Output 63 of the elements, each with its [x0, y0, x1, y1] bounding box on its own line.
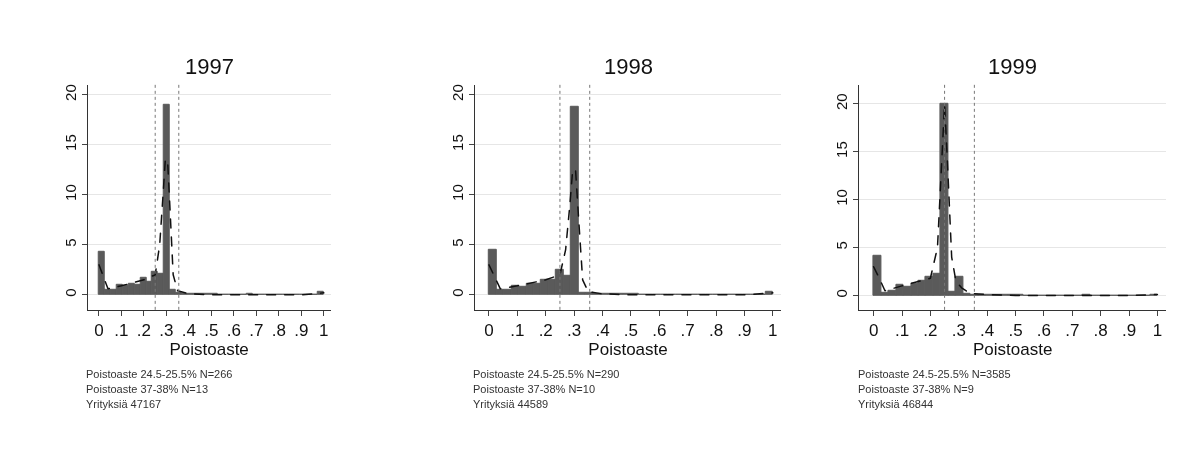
x-tick-label: .7: [680, 321, 695, 341]
y-tick-label: 0: [61, 288, 79, 297]
x-tick-label: 1: [319, 321, 329, 341]
x-tick-label: .9: [737, 321, 752, 341]
x-tick-label: .2: [136, 321, 152, 341]
y-tick-label: 15: [61, 134, 79, 151]
x-tick-label: .6: [1036, 321, 1051, 341]
y-tick-label: 10: [61, 184, 79, 201]
x-tick-label: .5: [1008, 321, 1023, 341]
x-tick-label: .6: [652, 321, 667, 341]
text: Poistoaste 24.5-25.5% N=3585: [858, 368, 1011, 380]
text: Poistoaste 37-38% N=13: [86, 383, 208, 395]
x-axis-title: Poistoaste: [972, 340, 1053, 360]
x-tick-label: .1: [510, 321, 525, 341]
y-tick-label: 10: [833, 189, 851, 206]
x-tick-label: .9: [1121, 321, 1137, 341]
y-tick-label: 20: [833, 93, 851, 111]
x-tick-label: .2: [923, 321, 938, 341]
text: Yrityksiä 46844: [858, 398, 934, 410]
x-tick-label: .1: [894, 321, 910, 341]
text: Yrityksiä 44589: [473, 398, 549, 410]
text: Poistoaste 37-38% N=9: [858, 383, 974, 395]
x-tick-label: .4: [595, 321, 610, 341]
y-tick-label: 15: [448, 134, 466, 151]
chart-title: 1997: [185, 54, 234, 79]
x-tick-label: 0: [484, 321, 494, 341]
x-tick-label: .3: [159, 321, 174, 341]
x-axis-title: Poistoaste: [169, 340, 249, 360]
x-tick-label: .3: [567, 321, 582, 341]
x-tick-label: .4: [980, 321, 995, 341]
text: Poistoaste 24.5-25.5% N=290: [473, 368, 620, 380]
x-tick-label: .4: [181, 321, 197, 341]
x-tick-label: .6: [226, 321, 241, 341]
x-tick-label: .8: [1093, 321, 1108, 341]
y-tick-label: 5: [448, 238, 466, 247]
x-tick-label: 1: [1152, 321, 1163, 341]
y-tick-label: 0: [833, 289, 851, 298]
x-tick-label: 1: [768, 321, 778, 341]
y-tick-label: 5: [61, 238, 79, 247]
x-tick-label: .5: [204, 321, 219, 341]
x-tick-label: .1: [114, 321, 129, 341]
x-tick-label: .3: [951, 321, 966, 341]
text: Poistoaste 24.5-25.5% N=266: [86, 368, 233, 380]
y-tick-label: 20: [448, 84, 466, 101]
chart-title: 1999: [988, 54, 1037, 79]
x-tick-label: .9: [294, 321, 309, 341]
text: Poistoaste 37-38% N=10: [473, 383, 595, 395]
x-tick-label: 0: [94, 321, 104, 341]
y-tick-label: 10: [448, 184, 466, 201]
y-tick-label: 0: [448, 288, 466, 297]
y-tick-label: 20: [61, 84, 79, 101]
y-tick-label: 15: [833, 141, 851, 158]
text: Yrityksiä 47167: [86, 398, 162, 410]
x-tick-label: .8: [708, 321, 724, 341]
chart-title: 1998: [604, 54, 653, 79]
x-tick-label: 0: [868, 321, 879, 341]
x-axis-title: Poistoaste: [588, 340, 668, 360]
x-tick-label: .7: [1065, 321, 1080, 341]
x-tick-label: .5: [623, 321, 638, 341]
x-tick-label: .7: [249, 321, 264, 341]
y-tick-label: 5: [833, 241, 851, 250]
x-tick-label: .8: [271, 321, 286, 341]
x-tick-label: .2: [538, 321, 553, 341]
